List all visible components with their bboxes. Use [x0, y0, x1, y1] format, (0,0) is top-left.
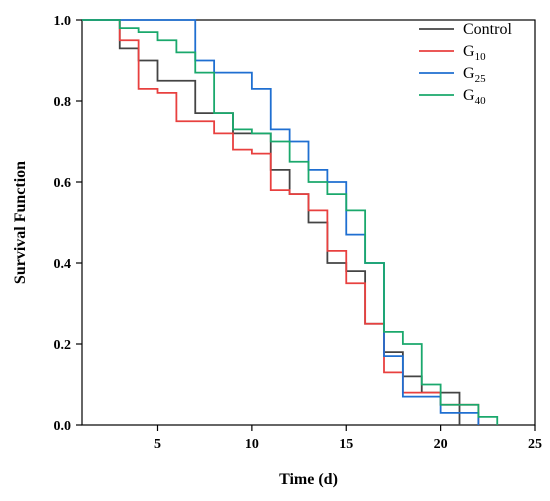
legend-label-g10: G10: [463, 43, 486, 63]
legend-label-subscript: 25: [475, 73, 487, 85]
series-line-g25: [82, 19, 480, 425]
plot-area-border: [81, 19, 536, 426]
legend-label-main: G: [463, 87, 475, 104]
y-tick-label: 0.8: [54, 95, 72, 110]
legend-label-main: G: [463, 65, 475, 82]
series-line-g10: [82, 19, 480, 425]
y-axis-ticks: 0.0 0.2 0.4 0.6 0.8 1.0: [54, 14, 82, 434]
legend-label-g25: G25: [463, 65, 486, 85]
x-axis-ticks: 5 10 15 20 25: [154, 425, 542, 452]
y-tick-label: 0.0: [54, 419, 72, 434]
x-tick-label: 10: [245, 437, 259, 452]
legend-label-subscript: 40: [475, 95, 487, 107]
legend-label-main: G: [463, 43, 475, 60]
legend-label-control: Control: [463, 21, 512, 38]
x-tick-label: 25: [528, 437, 542, 452]
x-tick-label: 15: [339, 437, 353, 452]
legend-label-g40: G40: [463, 87, 486, 107]
legend-label-subscript: 10: [475, 51, 487, 63]
y-tick-label: 0.6: [54, 176, 72, 191]
y-tick-label: 1.0: [54, 14, 72, 29]
plot-frame: [81, 19, 536, 426]
x-tick-label: 5: [154, 437, 161, 452]
series-line-g40: [82, 19, 499, 425]
x-tick-label: 20: [434, 437, 448, 452]
y-axis-title: Survival Function: [12, 161, 29, 284]
y-tick-label: 0.4: [54, 257, 72, 272]
x-axis-title: Time (d): [279, 471, 338, 488]
y-tick-label: 0.2: [54, 338, 72, 353]
legend-label-main: Control: [463, 21, 512, 38]
series-layer: [82, 19, 499, 425]
